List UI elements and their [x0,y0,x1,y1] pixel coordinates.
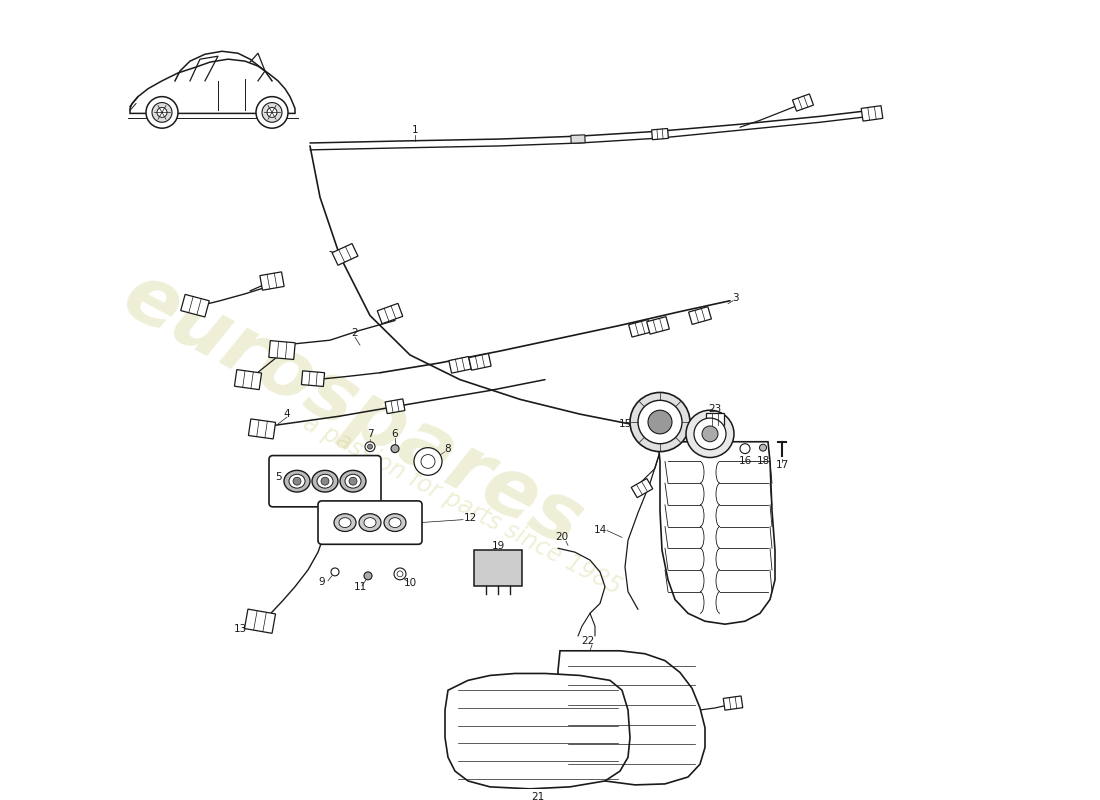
Bar [651,129,669,140]
Circle shape [293,478,301,485]
Text: 5: 5 [275,472,282,482]
Text: 10: 10 [404,578,417,588]
Circle shape [686,410,734,458]
Circle shape [267,107,277,118]
Text: 8: 8 [444,444,451,454]
Circle shape [740,444,750,454]
Bar [631,478,652,498]
Text: 19: 19 [492,542,505,551]
Bar [861,106,883,121]
Text: 16: 16 [738,457,751,466]
Text: a passion for parts since 1985: a passion for parts since 1985 [299,410,625,599]
Circle shape [152,102,172,122]
Circle shape [702,426,718,442]
Text: 2: 2 [352,328,359,338]
Bar [234,370,262,390]
Circle shape [759,444,767,451]
Polygon shape [130,59,295,114]
Ellipse shape [389,518,402,527]
FancyBboxPatch shape [318,501,422,544]
Circle shape [421,454,434,468]
Text: 7: 7 [366,429,373,439]
Bar [244,609,275,634]
Circle shape [146,97,178,128]
Text: 18: 18 [757,457,770,466]
Bar [249,419,276,439]
Circle shape [397,571,403,577]
Bar [377,303,403,324]
Text: 13: 13 [233,624,246,634]
Ellipse shape [339,518,351,527]
Text: eurospares: eurospares [109,256,595,564]
Circle shape [648,410,672,434]
Ellipse shape [312,470,338,492]
Circle shape [630,393,690,452]
Text: 21: 21 [531,792,544,800]
Text: 1: 1 [411,125,418,135]
Polygon shape [658,442,776,624]
Bar [706,413,724,426]
Ellipse shape [340,470,366,492]
Circle shape [157,107,167,118]
Circle shape [694,418,726,450]
Circle shape [364,572,372,580]
Bar [724,696,743,710]
Text: 23: 23 [708,404,722,414]
Ellipse shape [364,518,376,527]
Bar [647,317,669,334]
Bar [449,357,471,373]
Text: 3: 3 [732,293,738,302]
Bar [301,371,324,386]
Circle shape [256,97,288,128]
Circle shape [367,444,373,449]
Ellipse shape [359,514,381,531]
Bar [260,272,284,290]
Ellipse shape [384,514,406,531]
Circle shape [414,448,442,475]
Bar [571,135,585,143]
Ellipse shape [345,474,361,488]
Circle shape [321,478,329,485]
Text: 12: 12 [463,513,476,522]
Circle shape [331,568,339,576]
Bar [268,341,295,359]
Bar [629,320,651,337]
Text: 17: 17 [776,461,789,470]
Text: 22: 22 [582,636,595,646]
Text: 4: 4 [284,409,290,419]
Bar [689,306,712,325]
Ellipse shape [289,474,305,488]
Ellipse shape [317,474,333,488]
Circle shape [390,445,399,453]
Text: 15: 15 [618,419,631,429]
Bar [180,294,209,317]
Circle shape [394,568,406,580]
Bar [792,94,814,111]
Circle shape [638,400,682,444]
Text: 20: 20 [556,532,569,542]
Polygon shape [446,674,630,789]
Bar [385,399,405,414]
FancyBboxPatch shape [270,455,381,507]
Circle shape [365,442,375,452]
Ellipse shape [334,514,356,531]
Text: 14: 14 [593,526,606,535]
Ellipse shape [284,470,310,492]
Circle shape [262,102,282,122]
Text: 11: 11 [353,582,366,592]
Circle shape [349,478,358,485]
Text: 9: 9 [319,577,326,586]
Bar [332,243,358,266]
Polygon shape [558,650,705,785]
Bar [474,550,522,586]
Text: 6: 6 [392,429,398,439]
Bar [469,354,491,370]
